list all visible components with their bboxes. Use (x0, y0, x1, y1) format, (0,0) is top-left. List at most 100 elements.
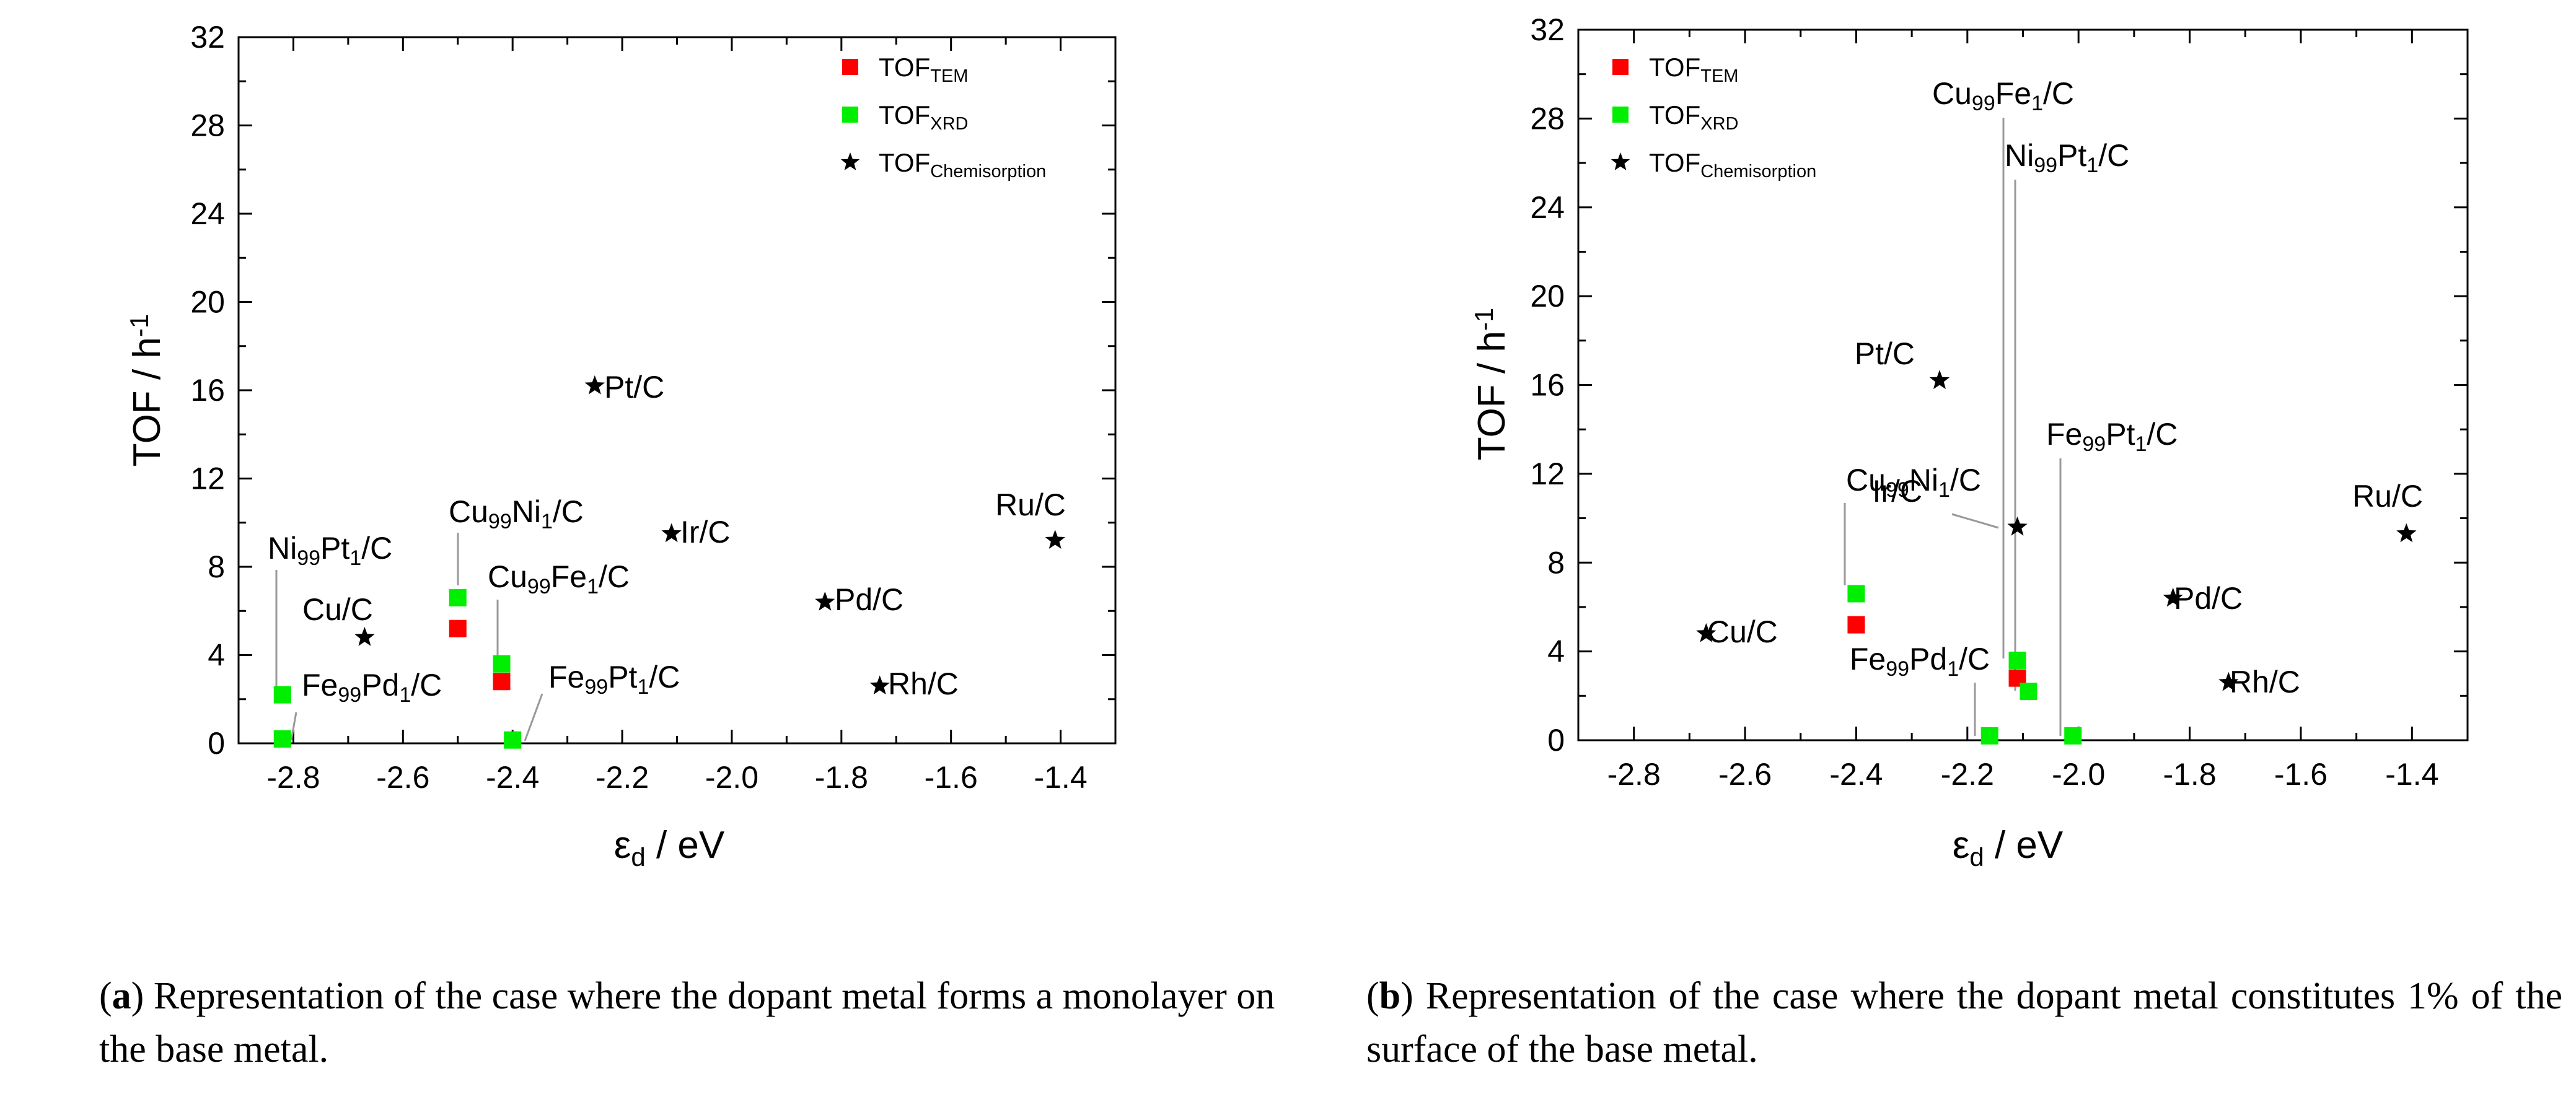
data-label: Pd/C (835, 582, 903, 617)
data-label-part: Ni (2005, 138, 2034, 173)
y-axis-label-part: TOF / h (1470, 331, 1513, 460)
caption-b-text: Representation of the case where the dop… (1366, 975, 2562, 1070)
data-point-tof-chemisorption (1045, 530, 1065, 549)
y-tick-label: 4 (208, 638, 225, 673)
x-tick-label: -1.8 (815, 760, 868, 795)
y-axis-label-part: TOF / h (126, 337, 169, 466)
data-point-tof-xrd (2008, 651, 2026, 669)
x-axis-label-part: / eV (1984, 824, 2064, 867)
data-point-tof-chemisorption (2396, 523, 2417, 543)
data-label-part: Pt (2057, 138, 2086, 173)
data-label-part: 99 (2082, 432, 2106, 456)
legend-label-part: Chemisorption (1700, 162, 1816, 181)
data-point-tof-xrd (1847, 585, 1865, 603)
data-label-part: /C (599, 559, 630, 594)
x-tick-label: -2.2 (596, 760, 649, 795)
legend-label: TOFTEM (1649, 53, 1738, 86)
y-tick-label: 0 (1547, 723, 1565, 758)
y-axis-label-part: -1 (1469, 308, 1498, 331)
data-label: Ir/C (1872, 474, 1922, 509)
data-point-tof-chemisorption (1696, 623, 1717, 642)
data-label-part: Ir/C (680, 515, 731, 549)
data-label-part: 99 (488, 510, 512, 533)
legend-label: TOFXRD (879, 100, 968, 134)
data-label-part: Ru/C (995, 488, 1066, 522)
y-axis-label: TOF / h-1 (125, 314, 169, 466)
data-label-part: /C (649, 660, 680, 694)
legend-marker (840, 152, 860, 170)
data-label: Cu99Ni1/C (1846, 463, 1981, 502)
x-tick-label: -2.6 (376, 760, 429, 795)
caption-b: (b) Representation of the case where the… (1366, 975, 2562, 1070)
data-label: Cu/C (302, 592, 373, 627)
legend-label-part: TOF (1649, 53, 1700, 82)
x-tick-label: -2.2 (1941, 757, 1994, 792)
y-tick-label: 16 (190, 373, 225, 408)
x-tick-label: -2.4 (1829, 757, 1883, 792)
data-point-tof-xrd (2064, 727, 2082, 745)
data-point-tof-xrd (449, 588, 467, 606)
data-label-part: Fe (551, 559, 587, 594)
data-point-tof-chemisorption (2007, 516, 2028, 536)
data-label: Ni99Pt1/C (268, 531, 392, 570)
data-label: Fe99Pd1/C (1850, 642, 1990, 681)
data-point-tof-chemisorption (815, 592, 835, 611)
data-point-tof-chemisorption (354, 627, 375, 646)
data-label-part: Pt (608, 660, 637, 694)
y-tick-label: 28 (1530, 101, 1565, 136)
caption-a-text: Representation of the case where the dop… (99, 975, 1275, 1070)
caption-a: (a) Representation of the case where the… (99, 975, 1275, 1070)
y-tick-label: 20 (1530, 279, 1565, 313)
x-tick-label: -1.4 (1034, 760, 1087, 795)
y-tick-label: 32 (1530, 12, 1565, 47)
x-tick-label: -1.6 (925, 760, 978, 795)
legend-label-part: Chemisorption (930, 162, 1046, 181)
data-point-tof-chemisorption (2163, 587, 2183, 607)
data-label: Ir/C (680, 515, 731, 549)
annotation-leader-line (290, 712, 297, 741)
data-label-part: Pd/C (835, 582, 903, 617)
data-label-part: Fe (1995, 76, 2031, 111)
data-label-part: 99 (1972, 92, 1995, 115)
legend-marker (842, 107, 858, 123)
x-axis-label: εd / eV (1953, 824, 2064, 872)
y-axis-label: TOF / h-1 (1469, 308, 1513, 460)
legend-label-part: TOF (1649, 100, 1700, 129)
data-label: Cu99Ni1/C (449, 494, 584, 533)
data-point-tof-chemisorption (2218, 671, 2239, 691)
data-label-part: Rh/C (2230, 665, 2300, 699)
data-label-part: Fe (1850, 642, 1886, 676)
data-point-tof-chemisorption (661, 523, 682, 543)
legend-label: TOFXRD (1649, 100, 1738, 134)
data-label-part: /C (553, 494, 584, 529)
legend-label-part: XRD (930, 114, 968, 134)
x-tick-label: -1.8 (2163, 757, 2216, 792)
data-label-part: Fe (302, 668, 338, 702)
data-label-part: 1 (2031, 92, 2043, 115)
data-label-part: Ru/C (2352, 479, 2423, 514)
data-label-part: /C (1950, 463, 1981, 497)
legend-marker (1611, 152, 1630, 170)
x-axis-label-part: d (1969, 842, 1984, 872)
legend-label: TOFChemisorption (879, 148, 1046, 181)
caption-b-label: b (1379, 975, 1401, 1017)
data-label-part: Ni (1909, 463, 1938, 497)
y-tick-label: 28 (190, 108, 225, 143)
data-label-part: Cu/C (302, 592, 373, 627)
data-label-part: /C (361, 531, 392, 566)
data-label-part: 1 (1938, 478, 1950, 502)
data-label-part: /C (2147, 417, 2178, 452)
data-label: Pt/C (1855, 336, 1915, 371)
legend-label-part: TOF (879, 148, 930, 177)
data-point-tof-chemisorption (869, 675, 890, 695)
data-label-part: Fe (548, 660, 584, 694)
data-label-part: Pd (361, 668, 399, 702)
data-label-part: Pt/C (1855, 336, 1915, 371)
data-label-part: Ni (268, 531, 297, 566)
legend-label-part: TEM (1700, 66, 1738, 86)
data-label: Ru/C (2352, 479, 2423, 514)
y-axis-label-group: TOF / h-1 (1469, 308, 1513, 460)
data-label: Cu99Fe1/C (1932, 76, 2074, 115)
data-label-part: 1 (2135, 432, 2147, 456)
